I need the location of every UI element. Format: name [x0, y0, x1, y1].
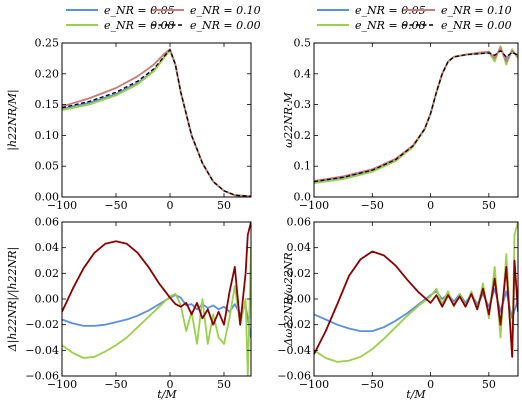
legend-item: e_NR = 0.08 [317, 19, 426, 32]
y-tick-label: −0.06 [25, 370, 59, 383]
x-tick-label: 50 [482, 378, 496, 391]
legend-item: e_NR = 0.10 [403, 4, 512, 17]
panel-amplitude: −100 −50 0 50 0.00 0.05 0.10 0.15 0.20 0.25 |h22NR… [6, 37, 252, 212]
y-tick-label: 0.5 [294, 37, 312, 50]
panel-amplitude-residual: −100 −50 0 50 −0.06 −0.04 −0.02 0.00 0.02 0.04 0.0… [6, 216, 252, 391]
y-tick-label: 0.15 [35, 98, 60, 111]
legend-label: e_NR = 0.10 [190, 4, 261, 17]
y-tick-label: −0.02 [25, 318, 59, 331]
legend-label: e_NR = 0.05 [104, 4, 175, 17]
y-tick-label: 0.04 [287, 241, 312, 254]
legend-label: e_NR = 0.05 [355, 4, 426, 17]
series-line-0 [314, 48, 518, 184]
y-tick-label: 0.20 [35, 67, 60, 80]
axes-frame [61, 221, 252, 377]
legend-label: e_NR = 0.08 [355, 19, 426, 32]
series-line-3 [314, 50, 518, 183]
y-tick-label: −0.02 [277, 318, 311, 331]
y-tick-label: 0.06 [35, 216, 60, 229]
legend-label: e_NR = 0.00 [441, 19, 512, 32]
legend-item: e_NR = 0.00 [152, 19, 261, 32]
legend-item: e_NR = 0.05 [317, 4, 426, 17]
y-tick-label: 0.00 [287, 293, 312, 306]
legend-item: e_NR = 0.05 [66, 4, 175, 17]
axes-frame [313, 221, 519, 377]
axes-frame [61, 42, 252, 198]
x-tick-label: 50 [482, 199, 496, 212]
y-axis-label: |h22NR/M| [6, 89, 20, 150]
series-line-0 [62, 49, 251, 197]
x-tick-label: −50 [104, 378, 127, 391]
y-tick-label: 0.25 [35, 37, 60, 50]
legend-left: e_NR = 0.05 e_NR = 0.08 e_NR = 0.10 e_NR = … [66, 4, 261, 32]
x-tick-label: 0 [167, 378, 174, 391]
y-tick-label: −0.06 [277, 370, 311, 383]
y-tick-label: 0.05 [35, 160, 60, 173]
x-tick-label: 50 [217, 199, 231, 212]
x-tick-label: 50 [217, 378, 231, 391]
x-axis-label-left: t/M [157, 388, 177, 401]
y-tick-label: 0.4 [294, 67, 312, 80]
y-axis-label: Δω22NR/ω22NR [282, 252, 295, 346]
legend-label: e_NR = 0.08 [104, 19, 175, 32]
series-line-1 [314, 222, 518, 363]
y-tick-label: 0.06 [287, 216, 312, 229]
x-tick-label: −50 [361, 378, 384, 391]
x-tick-label: 0 [427, 199, 434, 212]
series-line-3 [62, 49, 251, 197]
y-axis-label: Δ|h22NR|/|h22NR| [6, 247, 20, 352]
x-tick-label: −50 [104, 199, 127, 212]
axes-frame [313, 42, 519, 198]
legend-item: e_NR = 0.00 [403, 19, 512, 32]
series-line-2 [314, 250, 518, 358]
x-tick-label: 0 [167, 199, 174, 212]
y-tick-label: 0.1 [294, 160, 312, 173]
series-line-2 [314, 46, 518, 182]
plot-area [62, 48, 251, 197]
y-tick-label: −0.04 [277, 344, 311, 357]
series-line-2 [62, 48, 251, 197]
series-line-0 [62, 294, 251, 338]
y-tick-label: 0.04 [35, 241, 60, 254]
y-tick-label: 0.00 [35, 293, 60, 306]
series-line-1 [62, 49, 251, 197]
y-tick-label: 0.3 [294, 98, 312, 111]
plot-area [62, 222, 251, 376]
y-axis-label: ω22NR·M [282, 91, 295, 147]
y-tick-label: 0.10 [35, 129, 60, 142]
x-tick-label: −100 [299, 378, 329, 391]
x-axis-label-right: t/M [406, 388, 426, 401]
y-tick-label: 0.00 [35, 191, 60, 204]
series-line-1 [314, 45, 518, 184]
legend-item: e_NR = 0.10 [152, 4, 261, 17]
plot-area [314, 222, 518, 363]
series-line-2 [62, 222, 251, 326]
x-tick-label: −100 [47, 378, 77, 391]
y-tick-label: 0.2 [294, 129, 312, 142]
panel-frequency: −100 −50 0 50 0.0 0.1 0.2 0.3 0.4 0.5 ω22NR·M [282, 37, 519, 212]
legend-right: e_NR = 0.05 e_NR = 0.08 e_NR = 0.10 e_NR = … [317, 4, 512, 32]
series-line-1 [62, 247, 251, 376]
x-tick-label: −50 [361, 199, 384, 212]
x-tick-label: 0 [427, 378, 434, 391]
panel-frequency-residual: −100 −50 0 50 −0.06 −0.04 −0.02 0.00 0.02 0.04 0.0… [277, 216, 519, 391]
y-tick-label: −0.04 [25, 344, 59, 357]
legend-label: e_NR = 0.10 [441, 4, 512, 17]
plot-area [314, 45, 518, 184]
y-tick-label: 0.0 [294, 191, 312, 204]
legend-item: e_NR = 0.08 [66, 19, 175, 32]
x-tick-label: −100 [47, 199, 77, 212]
y-tick-label: 0.02 [35, 267, 60, 280]
legend-label: e_NR = 0.00 [190, 19, 261, 32]
x-tick-label: −100 [299, 199, 329, 212]
y-tick-label: 0.02 [287, 267, 312, 280]
